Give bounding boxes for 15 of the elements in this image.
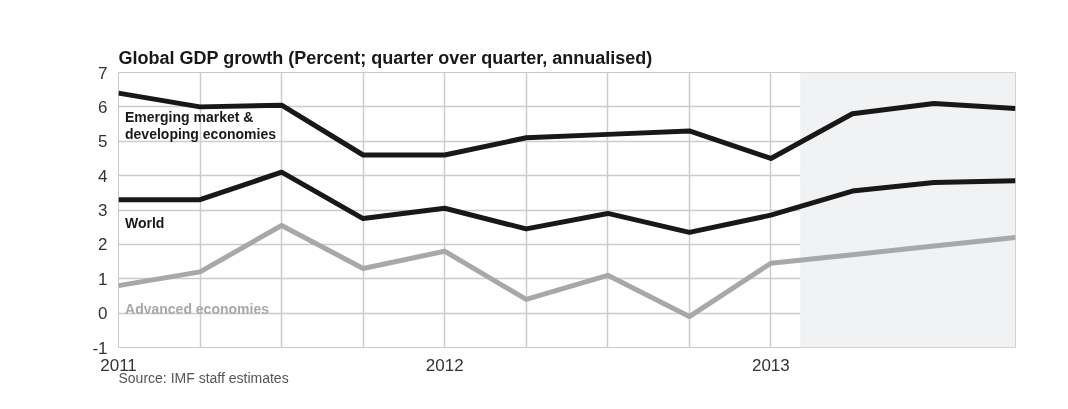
y-tick-label: -1 xyxy=(92,338,108,358)
chart-title: Global GDP growth (Percent; quarter over quarter, annualised) xyxy=(118,47,653,68)
y-tick-label: 6 xyxy=(98,97,108,117)
y-tick-label: 7 xyxy=(98,63,108,83)
y-tick-label: 4 xyxy=(98,166,108,186)
y-tick-label: 0 xyxy=(98,304,108,324)
x-tick-label: 2013 xyxy=(751,355,790,375)
y-tick-label: 2 xyxy=(98,235,108,255)
y-tick-label: 5 xyxy=(98,132,108,152)
series-label: Emerging market & developing economies xyxy=(125,108,277,143)
y-tick-label: 3 xyxy=(98,201,108,220)
series-label: World xyxy=(125,215,165,232)
x-tick-label: 2012 xyxy=(425,355,464,375)
y-tick-label: 1 xyxy=(98,269,108,289)
series-label: Advanced economies xyxy=(125,301,270,318)
